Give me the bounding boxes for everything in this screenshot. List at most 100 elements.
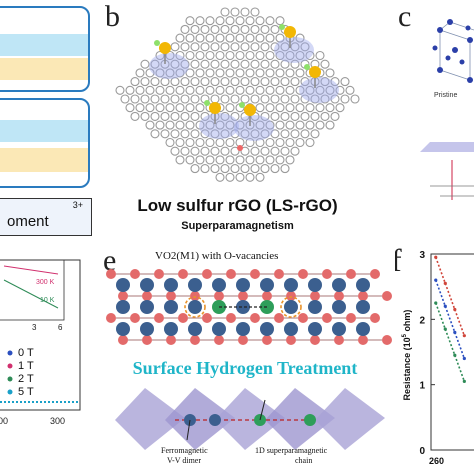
oxygen-atom	[202, 269, 212, 279]
legend-marker	[7, 389, 13, 395]
f-series-line	[444, 305, 456, 333]
f-series-line	[454, 354, 466, 382]
vanadium-atom	[140, 278, 154, 292]
sulfur-atom	[284, 26, 296, 38]
oxygen-atom	[214, 291, 224, 301]
f-y-tick-label: 3	[419, 250, 425, 261]
panel-b-title: Low sulfur rGO (LS-rGO)	[137, 196, 338, 215]
f-plot-frame	[430, 253, 474, 451]
legend-label: 2 T	[18, 373, 34, 385]
f-data-point	[434, 301, 438, 305]
blue-layer	[0, 120, 88, 142]
f-y-tick-label: 0	[419, 446, 425, 457]
vanadium-atom	[212, 322, 226, 336]
vanadium-atom	[140, 322, 154, 336]
oxygen-atom	[238, 335, 248, 345]
oxygen-atom	[346, 313, 356, 323]
carbon-lattice	[115, 7, 360, 182]
oxygen-atom	[250, 313, 260, 323]
panel-c: c Pristine	[390, 0, 474, 240]
oxygen-atom	[274, 313, 284, 323]
vanadium-atom	[188, 300, 202, 314]
vo2-atoms	[106, 269, 392, 345]
vanadium-atom	[236, 300, 250, 314]
vanadium-atom	[284, 278, 298, 292]
label-ferromagnetic: Ferromagnetic	[161, 446, 208, 455]
vanadium-atom	[164, 278, 178, 292]
panel-b-subtitle: Superparamagnetism	[181, 220, 294, 232]
oxygen-atom	[358, 291, 368, 301]
oxygen-atom	[346, 269, 356, 279]
moment-label-sup: 3+	[72, 200, 83, 210]
oxygen-atom	[106, 313, 116, 323]
sulfur-site	[274, 37, 314, 63]
f-series-line	[435, 279, 447, 307]
oxygen-atom	[214, 335, 224, 345]
oxygen-atom	[178, 269, 188, 279]
legend-label: 5 T	[18, 386, 34, 398]
plane-shape	[420, 142, 474, 152]
vanadium-atom	[308, 300, 322, 314]
oxygen-atom	[106, 269, 116, 279]
vanadium-atom	[356, 300, 370, 314]
hydrogen-atom	[279, 24, 285, 30]
f-series-line	[435, 256, 447, 284]
vanadium-atom	[116, 300, 130, 314]
blue-layer	[0, 34, 88, 56]
label-1d-chain: 1D superparamagnetic	[255, 446, 328, 455]
sulfur-site	[199, 113, 239, 139]
oxygen-atom	[334, 335, 344, 345]
f-data-point	[443, 281, 447, 285]
oxygen-atom	[166, 335, 176, 345]
resistance-chart: 0 1 2 3	[419, 250, 474, 457]
oxygen-atom	[322, 269, 332, 279]
x-tick-300: 300	[50, 416, 65, 426]
vanadium-atom	[260, 278, 274, 292]
hydrogen-atom	[304, 64, 310, 70]
vacancy-marker	[280, 296, 302, 318]
f-data-point	[462, 379, 466, 383]
vanadium-atom	[308, 278, 322, 292]
oxygen-atom	[262, 335, 272, 345]
legend-marker	[7, 376, 13, 382]
vanadium-atom	[332, 278, 346, 292]
oxygen-atom	[118, 291, 128, 301]
oxygen-atom	[322, 313, 332, 323]
oxygen-atom	[358, 335, 368, 345]
panel-letter-f: f	[395, 242, 402, 278]
oxygen-atom	[142, 335, 152, 345]
oxygen-atom	[190, 291, 200, 301]
oxygen-atom	[238, 291, 248, 301]
inset-curve-300k	[3, 265, 59, 275]
vanadium-atom	[212, 278, 226, 292]
vanadium-atom	[332, 322, 346, 336]
panel-e: e VO2(M1) with O-vacancies Surface Hydro…	[95, 240, 395, 474]
annotation-10k: 10 K	[40, 297, 55, 304]
sulfur-atom	[309, 66, 321, 78]
f-data-point	[462, 356, 466, 361]
oxygen-atom	[154, 269, 164, 279]
legend-marker	[7, 350, 13, 356]
oxygen-atom	[370, 313, 380, 323]
legend-marker	[7, 363, 13, 369]
oxygen-atom	[274, 269, 284, 279]
f-series-line	[454, 309, 466, 336]
inset-curve-10k	[3, 279, 59, 309]
oxygen-atom	[334, 291, 344, 301]
vanadium-atom	[236, 322, 250, 336]
f-data-point	[434, 255, 438, 259]
oxygen-atom	[178, 313, 188, 323]
oxygen-atom	[118, 335, 128, 345]
oxygen-atom	[298, 313, 308, 323]
vanadium-atom	[164, 300, 178, 314]
vanadium-atom	[116, 278, 130, 292]
spin-diagram	[420, 142, 474, 200]
pristine-lattice	[432, 19, 474, 83]
annotation-300k: 300 K	[36, 279, 55, 286]
hydrogen-atom	[204, 100, 210, 106]
vanadium-atom	[356, 278, 370, 292]
f-series-line	[454, 332, 466, 359]
legend-label: 1 T	[18, 360, 34, 372]
panel-b: b Low sulfur rGO (LS-rGO) Superparamagne…	[95, 0, 380, 240]
